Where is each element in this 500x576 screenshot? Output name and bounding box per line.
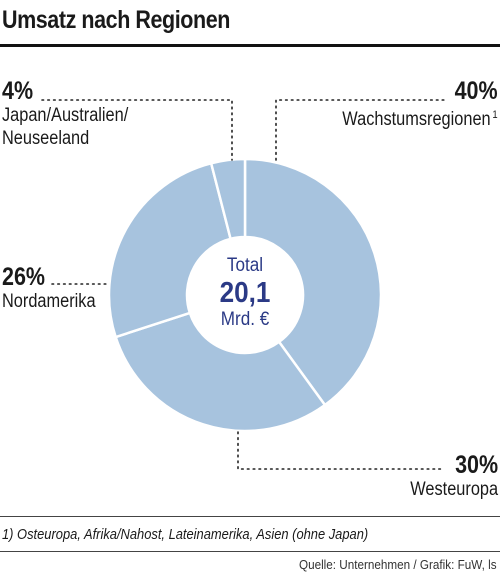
chart-title: Umsatz nach Regionen (2, 6, 230, 34)
slice-value-label: 4% (2, 77, 34, 105)
footnote: 1) Osteuropa, Afrika/Nahost, Lateinameri… (2, 526, 369, 543)
source-credit: Quelle: Unternehmen / Grafik: FuW, ls (299, 557, 497, 572)
slice-name: Nordamerika (2, 291, 96, 312)
center-total-label: Total (226, 255, 264, 276)
label-japan-australien: 4% Japan/Australien/ Neuseeland (2, 78, 165, 150)
leader-line-0 (41, 99, 233, 161)
slice-value-label: 30% (454, 451, 498, 479)
leader-lines (41, 99, 445, 470)
label-nordamerika: 26% Nordamerika (2, 264, 96, 313)
donut-center: Total 20,1 Mrd. € (170, 255, 320, 331)
slice-value-label: 26% (2, 263, 46, 291)
slice-name: Westeuropa (410, 479, 498, 500)
title-rule (0, 44, 500, 47)
label-westeuropa: 30% Westeuropa (410, 452, 498, 501)
footnote-marker: 1 (492, 109, 498, 121)
slice-name: Wachstumsregionen (342, 109, 492, 130)
leader-line-3 (237, 431, 445, 470)
slice-name: Japan/Australien/ Neuseeland (2, 105, 129, 149)
donut-chart (41, 99, 445, 470)
center-total-value: 20,1 (219, 277, 271, 309)
donut-slices (107, 157, 383, 433)
donut-hole (187, 237, 303, 353)
footnote-rule (0, 516, 500, 517)
center-total-unit: Mrd. € (220, 309, 270, 330)
source-rule (0, 551, 500, 552)
leader-line-1 (275, 99, 445, 161)
label-wachstumsregionen: 40% Wachstumsregionen 1 (343, 78, 498, 131)
slice-value-label: 40% (454, 77, 498, 105)
